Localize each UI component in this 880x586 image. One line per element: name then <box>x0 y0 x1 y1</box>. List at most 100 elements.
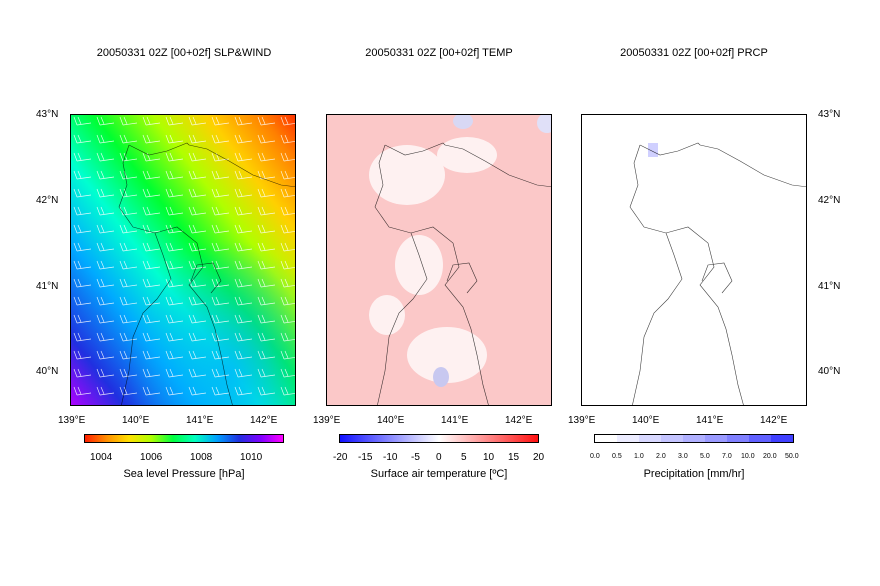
wind-barb <box>73 350 92 360</box>
lon-label-140-p3: 140°E <box>632 415 660 426</box>
lat-label-41-left: 41°N <box>36 281 59 292</box>
wind-barb <box>188 260 207 270</box>
temp-colorbar-tick-5: 5 <box>461 452 467 463</box>
wind-barb <box>165 242 184 252</box>
wind-barb <box>280 314 295 324</box>
wind-barb <box>280 260 295 270</box>
slp-wind-map <box>70 114 296 406</box>
wind-barb <box>234 224 253 234</box>
wind-barb <box>119 278 138 288</box>
wind-barb <box>142 386 161 396</box>
lon-label-140-p1: 140°E <box>122 415 150 426</box>
wind-barb <box>280 368 295 378</box>
wind-barb <box>96 296 115 306</box>
prcp-colorbar-tick-20.0: 20.0 <box>763 453 777 460</box>
lon-label-142-p3: 142°E <box>760 415 788 426</box>
lon-label-141-p3: 141°E <box>696 415 724 426</box>
wind-barb <box>257 152 276 162</box>
wind-barb <box>96 278 115 288</box>
lon-label-140-p2: 140°E <box>377 415 405 426</box>
wind-barb <box>165 314 184 324</box>
temperature-map <box>326 114 552 406</box>
lon-label-142-p2: 142°E <box>505 415 533 426</box>
prcp-colorbar-tick-5.0: 5.0 <box>700 453 710 460</box>
wind-barb <box>96 134 115 144</box>
wind-barb <box>73 260 92 270</box>
coastline <box>374 142 551 405</box>
wind-barb <box>73 314 92 324</box>
temp-colorbar-tick-20: 20 <box>533 452 545 463</box>
temp-colorbar-tick-15: 15 <box>508 452 520 463</box>
wind-barb <box>211 170 230 180</box>
wind-barb <box>73 368 92 378</box>
wind-barb <box>73 134 92 144</box>
wind-barb <box>257 278 276 288</box>
prcp-colorbar-tick-0.0: 0.0 <box>590 453 600 460</box>
wind-barb <box>165 134 184 144</box>
wind-barb <box>165 116 184 126</box>
wind-barb <box>119 350 138 360</box>
wind-barb <box>211 368 230 378</box>
wind-barb <box>73 188 92 198</box>
wind-barb <box>119 332 138 342</box>
wind-barb <box>96 152 115 162</box>
lat-label-43-right: 43°N <box>818 109 841 120</box>
wind-barb <box>142 332 161 342</box>
wind-barb <box>96 170 115 180</box>
lat-label-42-left: 42°N <box>36 195 59 206</box>
wind-barb <box>96 314 115 324</box>
wind-barb <box>188 116 207 126</box>
temp-colorbar-label: Surface air temperature [ºC] <box>370 468 508 480</box>
lat-label-40-right: 40°N <box>818 366 841 377</box>
lat-label-42-right: 42°N <box>818 195 841 206</box>
slp-colorbar-tick-1010: 1010 <box>240 452 263 463</box>
wind-barb <box>211 242 230 252</box>
wind-barb <box>73 152 92 162</box>
wind-barb <box>211 296 230 306</box>
wind-barb <box>211 134 230 144</box>
wind-barb <box>257 224 276 234</box>
wind-barb <box>234 368 253 378</box>
prcp-colorbar-tick-1.0: 1.0 <box>634 453 644 460</box>
temp-colorbar-tick-10: 10 <box>483 452 495 463</box>
wind-barb <box>280 278 295 288</box>
wind-barb <box>73 386 92 396</box>
wind-barb <box>234 206 253 216</box>
wind-barb <box>73 278 92 288</box>
prcp-colorbar-tick-7.0: 7.0 <box>722 453 732 460</box>
wind-barb <box>96 188 115 198</box>
wind-barb <box>234 386 253 396</box>
prcp-colorbar-tick-50.0: 50.0 <box>785 453 799 460</box>
precipitation-map <box>581 114 807 406</box>
wind-barb <box>188 188 207 198</box>
temp-colorbar-tick--15: -15 <box>358 452 373 463</box>
wind-barb <box>280 170 295 180</box>
wind-barb <box>142 278 161 288</box>
wind-barb <box>188 386 207 396</box>
wind-barb <box>142 116 161 126</box>
wind-barb <box>234 296 253 306</box>
temp-colorbar-tick--10: -10 <box>383 452 398 463</box>
wind-barb <box>165 350 184 360</box>
temp-colorbar-tick--20: -20 <box>333 452 348 463</box>
wind-barb <box>257 332 276 342</box>
slp-colorbar-tick-1004: 1004 <box>90 452 113 463</box>
coastline <box>118 142 295 405</box>
wind-barb <box>257 314 276 324</box>
wind-barb <box>165 206 184 216</box>
lon-label-139-p1: 139°E <box>58 415 86 426</box>
wind-barb <box>119 116 138 126</box>
wind-barb <box>188 224 207 234</box>
wind-barb <box>142 350 161 360</box>
wind-barb <box>96 206 115 216</box>
wind-barb <box>211 116 230 126</box>
wind-barb <box>257 260 276 270</box>
wind-barb <box>119 260 138 270</box>
wind-barb <box>188 152 207 162</box>
wind-barb <box>119 188 138 198</box>
wind-barb <box>211 278 230 288</box>
wind-barb <box>257 368 276 378</box>
wind-barb <box>165 386 184 396</box>
wind-barb <box>234 170 253 180</box>
wind-barb <box>188 314 207 324</box>
